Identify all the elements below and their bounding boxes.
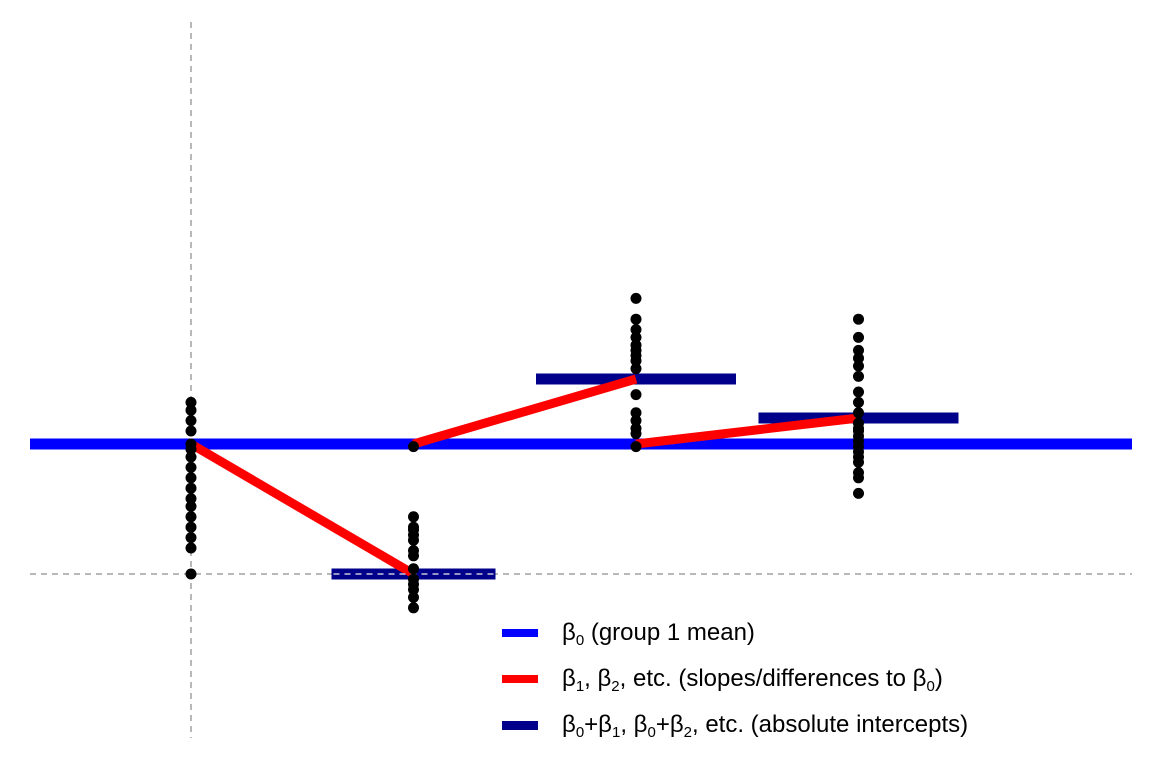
data-point-group-4-12 (853, 417, 864, 429)
data-point-group-2-6 (408, 563, 419, 575)
data-point-group-4-13 (853, 407, 864, 419)
data-point-group-1-1 (185, 568, 197, 580)
data-point-group-1-14 (185, 425, 197, 437)
data-point-group-3-15 (630, 292, 642, 304)
data-point-group-3-13 (630, 324, 642, 336)
data-point-group-4-3 (853, 467, 864, 479)
data-point-group-3-6 (630, 389, 642, 401)
legend-label-slopes: β1, β2, etc. (slopes/differences to β0) (562, 665, 943, 695)
data-point-group-2-5 (408, 573, 419, 585)
data-point-group-1-6 (185, 500, 197, 512)
data-point-group-4-14 (853, 396, 864, 408)
slope-line-group-2 (188, 440, 416, 578)
slope-line-group-3 (412, 374, 638, 449)
data-point-group-4-15 (853, 386, 864, 398)
data-point-group-1-5 (185, 511, 197, 523)
data-point-group-1-8 (185, 482, 197, 494)
legend: β0 (group 1 mean) β1, β2, etc. (slopes/d… (502, 610, 968, 748)
data-point-group-3-14 (630, 313, 642, 325)
data-point-group-2-12 (408, 521, 419, 533)
data-point-group-4-18 (853, 352, 864, 364)
data-point-group-1-17 (185, 396, 197, 408)
data-point-group-1-2 (185, 542, 197, 554)
data-point-group-4-20 (853, 331, 864, 343)
data-point-group-2-8 (408, 545, 419, 557)
data-point-group-3-7 (630, 363, 642, 375)
data-point-group-1-16 (185, 404, 197, 416)
data-point-group-3-5 (630, 407, 642, 419)
data-point-group-3-3 (630, 422, 642, 434)
data-point-group-3-12 (630, 331, 642, 343)
data-point-group-4-1 (853, 487, 864, 499)
data-point-group-1-7 (185, 493, 197, 505)
data-point-group-4-16 (853, 370, 864, 382)
data-point-group-4-17 (853, 360, 864, 372)
legend-item-intercepts: β0+β1, β0+β2, etc. (absolute intercepts) (502, 702, 968, 748)
data-point-group-1-4 (185, 521, 197, 533)
data-point-group-1-13 (185, 438, 197, 450)
data-point-group-1-10 (185, 461, 197, 473)
legend-swatch-beta0 (502, 629, 538, 637)
data-point-group-1-3 (185, 532, 197, 544)
data-point-group-1-9 (185, 472, 197, 484)
data-point-group-2-2 (408, 591, 419, 603)
data-point-group-1-15 (185, 415, 197, 427)
slope-line-group-4 (635, 413, 860, 449)
data-point-group-4-19 (853, 344, 864, 356)
data-point-group-2-1 (408, 602, 419, 614)
data-point-group-1-11 (185, 451, 197, 463)
data-point-group-3-11 (630, 339, 642, 351)
legend-swatch-intercepts (502, 720, 538, 730)
legend-item-beta0: β0 (group 1 mean) (502, 610, 968, 656)
data-point-group-3-4 (630, 415, 642, 427)
legend-swatch-slopes (502, 675, 538, 683)
data-point-group-2-13 (408, 511, 419, 523)
legend-label-beta0: β0 (group 1 mean) (562, 619, 755, 649)
data-point-group-3-1 (630, 441, 642, 453)
data-point-group-4-21 (853, 313, 864, 325)
data-point-group-2-14 (408, 441, 419, 453)
legend-label-intercepts: β0+β1, β0+β2, etc. (absolute intercepts) (562, 711, 969, 741)
legend-item-slopes: β1, β2, etc. (slopes/differences to β0) (502, 656, 968, 702)
